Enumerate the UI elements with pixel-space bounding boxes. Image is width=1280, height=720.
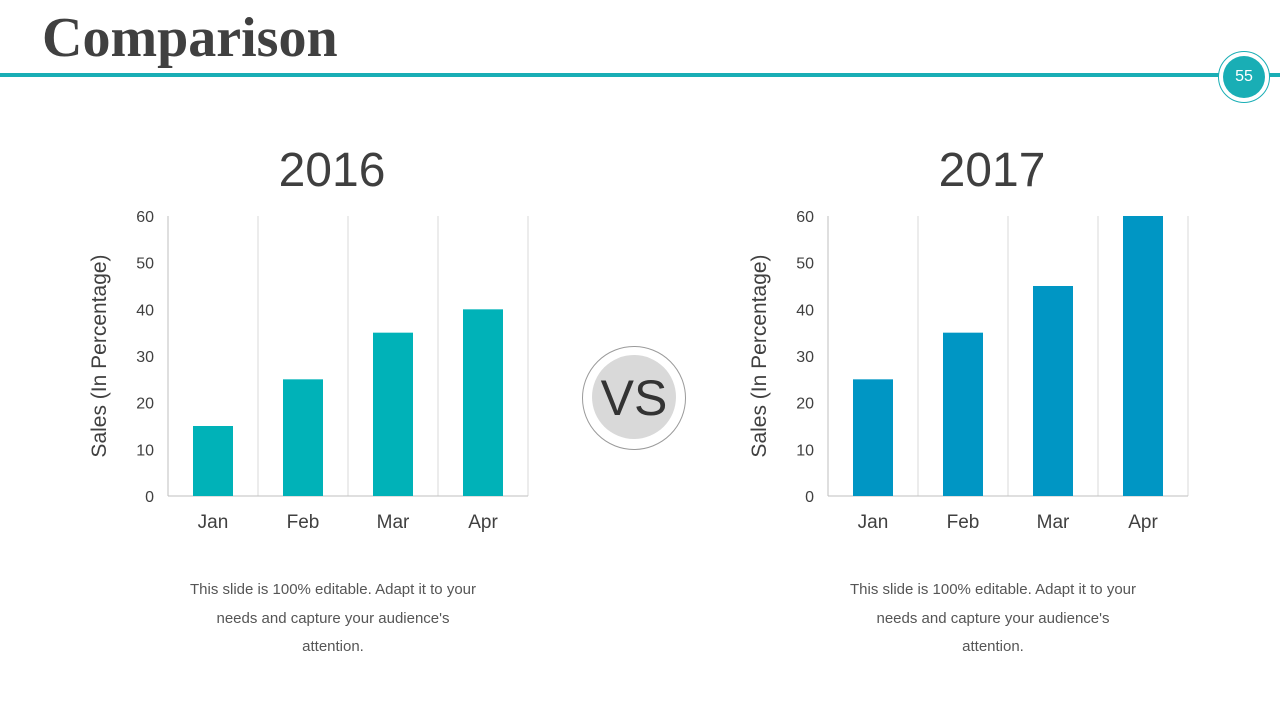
page-number-badge: 55	[1218, 51, 1270, 103]
y-tick-label: 50	[796, 256, 814, 273]
x-tick-label: Mar	[377, 512, 410, 533]
x-tick-label: Jan	[858, 512, 889, 533]
y-tick-label: 40	[796, 302, 814, 319]
y-tick-label: 0	[145, 489, 154, 506]
y-tick-label: 0	[805, 489, 814, 506]
bar-apr	[1123, 216, 1163, 496]
bar-feb	[283, 379, 323, 496]
y-tick-label: 10	[796, 442, 814, 459]
x-tick-label: Apr	[1128, 512, 1158, 533]
x-tick-label: Feb	[947, 512, 980, 533]
y-tick-label: 40	[136, 302, 154, 319]
y-tick-label: 60	[136, 209, 154, 226]
description-2016: This slide is 100% editable. Adapt it to…	[190, 581, 476, 655]
bar-jan	[193, 426, 233, 496]
bar-jan	[853, 379, 893, 496]
page-number: 55	[1223, 56, 1265, 98]
year-2016-heading: 2016	[278, 144, 386, 197]
y-tick-label: 20	[796, 396, 814, 413]
bar-mar	[373, 332, 413, 496]
year-2017-heading: 2017	[938, 144, 1046, 197]
bar-apr	[463, 309, 503, 496]
y-tick-label: 60	[796, 209, 814, 226]
y-tick-label: 30	[796, 349, 814, 366]
chart-2017: 0 10 20 30 40 50 60 Jan Feb Mar Apr Sales (In Perce…	[748, 209, 1189, 533]
description-2017: This slide is 100% editable. Adapt it to…	[850, 581, 1136, 655]
y-tick-label: 30	[136, 349, 154, 366]
x-tick-label: Mar	[1037, 512, 1070, 533]
title-underline	[0, 73, 1280, 77]
y-axis-label: Sales (In Percentage)	[748, 254, 771, 457]
vs-label: VS	[592, 355, 676, 439]
y-axis-label: Sales (In Percentage)	[88, 254, 111, 457]
y-tick-label: 20	[136, 396, 154, 413]
chart-2016: 0 10 20 30 40 50 60 Jan Feb Mar Apr Sales (In Perce…	[88, 209, 529, 533]
x-tick-label: Feb	[287, 512, 320, 533]
slide-title: Comparison	[42, 7, 338, 69]
x-tick-label: Apr	[468, 512, 498, 533]
y-tick-label: 10	[136, 442, 154, 459]
bar-feb	[943, 332, 983, 496]
bar-mar	[1033, 286, 1073, 496]
vs-badge: VS	[582, 346, 686, 450]
x-tick-label: Jan	[198, 512, 229, 533]
y-tick-label: 50	[136, 256, 154, 273]
